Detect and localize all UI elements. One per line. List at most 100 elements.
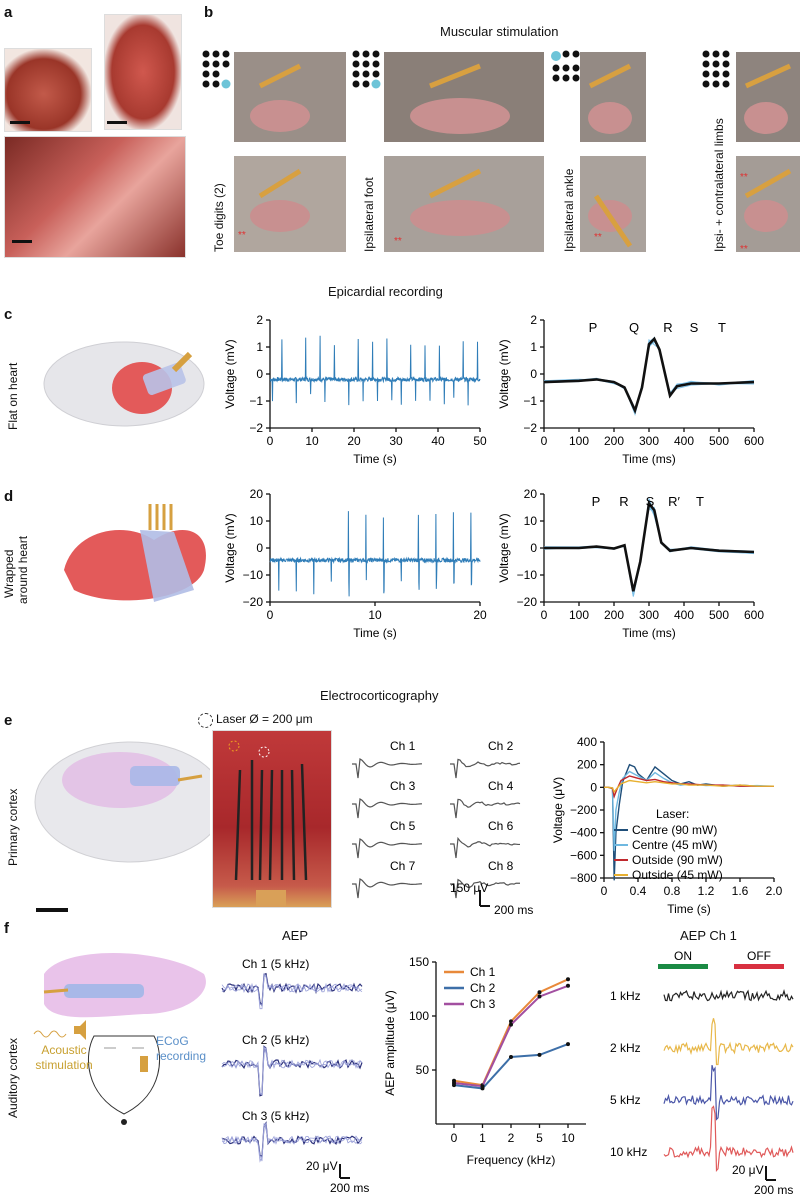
b-label-toe: Toe digits (2) xyxy=(212,183,226,252)
d-avg-wave-label: S xyxy=(646,494,655,509)
amp-xtick-label: 5 xyxy=(536,1131,543,1145)
c-avg-wave-label: S xyxy=(690,320,699,335)
heart-photo-2 xyxy=(104,14,182,130)
scale-v-label: 150 μV xyxy=(450,881,488,895)
aep-amplitude-chart: 150 100 50 0 1 2 5 10 Frequency (kHz) AEP amplitu… xyxy=(383,955,586,1167)
amp-legend-label: Ch 1 xyxy=(470,965,496,979)
laser-xtick-label: 0 xyxy=(601,884,608,898)
channel-label: Ch 7 xyxy=(390,859,416,873)
d-trace-ytick-label: 0 xyxy=(256,541,263,555)
c-avg-xtick-label: 500 xyxy=(709,434,729,448)
aep-channel-label: Ch 3 (5 kHz) xyxy=(242,1109,309,1123)
amp-point xyxy=(566,1042,570,1047)
amp-ytick-label: 100 xyxy=(409,1009,429,1023)
amp-point xyxy=(509,1055,513,1060)
ecog-label-1: ECoG xyxy=(156,1034,189,1048)
d-avg-wave-label: T xyxy=(696,494,704,509)
amp-xlabel: Frequency (kHz) xyxy=(467,1153,556,1167)
svg-text:**: ** xyxy=(740,172,748,183)
scale-bar-a1 xyxy=(10,121,30,124)
c-avg-xtick-label: 600 xyxy=(744,434,764,448)
laser-response-chart: 400 200 0 −200 −400 −600 −800 0 0.4 0.8 1.2 1.6 2.0 T… xyxy=(551,735,783,916)
amp-point xyxy=(452,1080,456,1085)
c-trace-ytick-label: 1 xyxy=(256,340,263,354)
c-trace-ytick-label: 0 xyxy=(256,367,263,381)
channel-label: Ch 4 xyxy=(488,779,514,793)
amp-point xyxy=(537,990,542,995)
aep-trace xyxy=(221,1122,363,1163)
d-row-label-2: around heart xyxy=(16,535,30,604)
freq-label: 1 kHz xyxy=(610,989,641,1003)
amp-point xyxy=(509,1022,513,1027)
channel-trace xyxy=(450,878,521,899)
d-avg-xtick-label: 300 xyxy=(639,608,659,622)
c-trace-xtick-label: 30 xyxy=(389,434,403,448)
electrode-array-overlay xyxy=(228,740,308,906)
amp-ytick-label: 150 xyxy=(409,955,429,969)
c-avg-ylabel: Voltage (mV) xyxy=(497,339,511,408)
laser-legend-label: Outside (45 mW) xyxy=(632,868,723,882)
c-trace-ylabel: Voltage (mV) xyxy=(223,339,237,408)
d-trace-ylabel: Voltage (mV) xyxy=(223,513,237,582)
scale-bar-a2 xyxy=(107,121,127,124)
d-avg-mean-line xyxy=(544,500,755,592)
freq-trace xyxy=(663,1105,794,1173)
c-row-label: Flat on heart xyxy=(6,362,20,430)
aep-scale-t: 200 ms xyxy=(330,1181,369,1194)
laser-legend-title: Laser: xyxy=(656,807,689,821)
aep-scale-v: 20 μV xyxy=(306,1159,338,1173)
aep-trace xyxy=(221,972,363,1010)
laser-legend-label: Centre (45 mW) xyxy=(632,838,717,852)
amp-point xyxy=(566,977,570,982)
d-avg-xtick-label: 200 xyxy=(604,608,624,622)
freq-label: 2 kHz xyxy=(610,1041,641,1055)
channel-trace xyxy=(352,757,423,779)
channel-trace xyxy=(450,798,521,819)
ch1-title: AEP Ch 1 xyxy=(680,928,737,943)
laser-series-line xyxy=(604,779,774,794)
panel-label-d: d xyxy=(4,488,14,505)
svg-text:**: ** xyxy=(740,244,748,255)
c-avg-wave-label: R xyxy=(663,320,672,335)
d-avg-wave-label: R′ xyxy=(668,494,680,509)
aep-channel-traces: Ch 1 (5 kHz) Ch 2 (5 kHz) Ch 3 (5 kHz) 20 μ… xyxy=(221,957,369,1194)
laser-ytick-label: −200 xyxy=(570,803,597,817)
freq-label: 10 kHz xyxy=(610,1145,647,1159)
laser-series-line xyxy=(604,775,774,799)
heart-wrapped-illustration xyxy=(64,504,206,602)
laser-xtick-label: 0.4 xyxy=(630,884,647,898)
laser-ytick-label: 400 xyxy=(577,735,597,749)
c-avg-xtick-label: 400 xyxy=(674,434,694,448)
d-avg-ylabel: Voltage (mV) xyxy=(497,513,511,582)
laser-xtick-label: 1.2 xyxy=(698,884,715,898)
svg-text:**: ** xyxy=(238,230,246,241)
c-trace-ytick-label: −2 xyxy=(249,421,263,435)
amp-ylabel: AEP amplitude (μV) xyxy=(383,990,397,1095)
c-trace-xtick-label: 10 xyxy=(305,434,319,448)
c-avg-xtick-label: 0 xyxy=(541,434,548,448)
e-section-title: Electrocorticography xyxy=(320,688,439,703)
laser-ytick-label: −800 xyxy=(570,871,597,885)
c-trace-ytick-label: −1 xyxy=(249,394,263,408)
c-avg-ytick-label: −1 xyxy=(523,394,537,408)
amp-xtick-label: 10 xyxy=(561,1131,575,1145)
aep-title: AEP xyxy=(282,928,309,943)
b-label-limbs: Ipsi- + contralateral limbs xyxy=(712,118,726,252)
d-trace-series-line xyxy=(269,511,481,597)
d-trace-xtick-label: 20 xyxy=(473,608,487,622)
e-row-label: Primary cortex xyxy=(6,788,20,866)
c-avg-ytick-label: 2 xyxy=(530,314,537,327)
channel-label: Ch 5 xyxy=(390,819,416,833)
d-trace-ytick-label: 10 xyxy=(250,514,264,528)
d-trace-xtick-label: 0 xyxy=(267,608,274,622)
laser-circle-icon xyxy=(198,713,213,728)
channel-label: Ch 1 xyxy=(390,739,416,753)
acoustic-label-2: stimulation xyxy=(35,1058,93,1072)
d-avg-trial-line xyxy=(543,497,755,590)
channel-label: Ch 2 xyxy=(488,739,514,753)
channel-trace xyxy=(352,877,423,899)
aep-channel-label: Ch 2 (5 kHz) xyxy=(242,1033,309,1047)
freq-label: 5 kHz xyxy=(610,1093,641,1107)
amp-point xyxy=(537,1052,542,1057)
